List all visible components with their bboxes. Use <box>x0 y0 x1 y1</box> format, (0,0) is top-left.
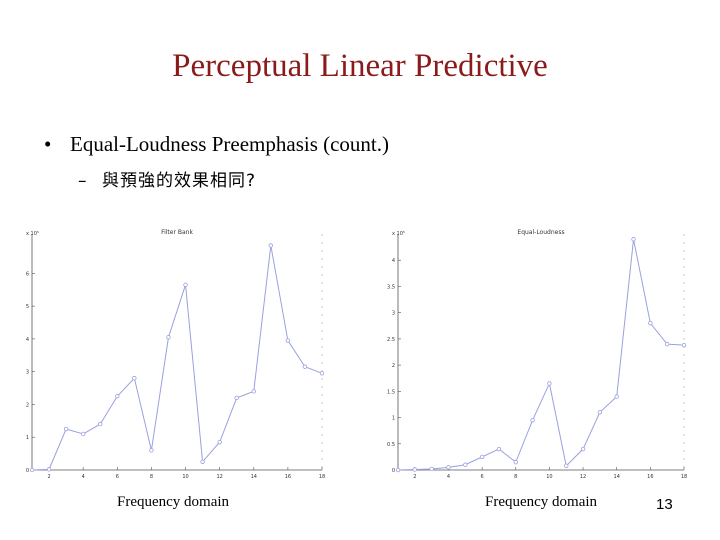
slide-title: Perceptual Linear Predictive <box>172 48 548 84</box>
chart-title: Equal-Loudness <box>517 229 564 236</box>
data-point <box>302 364 308 369</box>
data-point <box>412 467 418 472</box>
x-tick-label: 10 <box>182 474 188 480</box>
data-point <box>63 426 69 432</box>
bullet-text: Equal-Loudness Preemphasis (count.) <box>70 132 390 156</box>
y-tick-label: 1 <box>392 416 395 422</box>
series-line <box>31 245 323 471</box>
data-point <box>29 467 35 473</box>
data-point <box>429 466 434 472</box>
data-point <box>513 459 518 465</box>
sub-bullet-marker: – <box>78 171 88 191</box>
data-point <box>98 421 103 427</box>
data-point <box>631 237 636 242</box>
data-point <box>496 446 502 452</box>
data-point <box>597 410 603 415</box>
data-point <box>564 463 569 469</box>
data-point <box>132 376 137 381</box>
data-point <box>681 342 687 348</box>
data-point <box>547 381 552 386</box>
data-point <box>446 465 451 470</box>
data-point <box>234 395 239 401</box>
data-point <box>268 243 274 248</box>
y-tick-label: 0.5 <box>387 442 395 448</box>
y-tick-label: 5 <box>26 304 29 310</box>
chart-title: Filter Bank <box>161 229 193 236</box>
data-point <box>46 467 52 472</box>
data-point <box>614 394 619 399</box>
data-point <box>115 394 120 399</box>
x-tick-label: 12 <box>580 474 586 480</box>
y-multiplier-label: x 10⁵ <box>392 231 405 237</box>
x-tick-label: 14 <box>614 474 620 480</box>
data-point <box>463 462 468 467</box>
data-point <box>648 320 653 326</box>
x-axis-caption-left: Frequency domain <box>117 494 230 510</box>
x-tick-label: 8 <box>150 474 153 480</box>
sub-bullet-item: – 與預強的效果相同? <box>78 166 256 191</box>
x-tick-label: 16 <box>647 474 653 480</box>
y-tick-label: 6 <box>26 271 29 277</box>
y-tick-label: 0 <box>26 468 29 474</box>
x-tick-label: 6 <box>116 474 119 480</box>
equal-loudness-chart: Equal-Loudness x 10⁵ 0 0.5 1 1.5 2 2.5 3 3.5 4 2 4 6 8… <box>387 229 687 480</box>
data-point <box>664 341 670 347</box>
y-tick-label: 1 <box>26 435 29 441</box>
data-point <box>149 448 154 453</box>
bullet-item: • Equal-Loudness Preemphasis (count.) <box>44 132 389 157</box>
y-multiplier-label: x 10⁵ <box>26 231 39 237</box>
data-point <box>251 389 256 394</box>
x-axis-caption-right: Frequency domain <box>485 494 598 510</box>
x-tick-label: 4 <box>447 474 450 480</box>
x-tick-label: 2 <box>47 474 50 480</box>
x-tick-label: 18 <box>319 474 325 480</box>
y-tick-label: 2 <box>26 402 29 408</box>
data-point <box>530 417 535 423</box>
y-tick-label: 2 <box>392 363 395 369</box>
series-line <box>397 239 685 471</box>
data-point <box>200 459 205 465</box>
x-tick-label: 4 <box>82 474 85 480</box>
page-number: 13 <box>656 496 673 513</box>
y-tick-label: 0 <box>392 468 395 474</box>
x-tick-label: 12 <box>216 474 222 480</box>
y-tick-label: 3 <box>392 311 395 317</box>
data-point <box>285 338 291 343</box>
data-point <box>217 439 222 445</box>
y-tick-label: 4 <box>392 258 395 264</box>
y-tick-label: 2.5 <box>387 337 395 343</box>
x-tick-label: 6 <box>481 474 484 480</box>
data-point <box>166 335 171 340</box>
x-tick-label: 14 <box>251 474 257 480</box>
x-tick-label: 2 <box>413 474 416 480</box>
y-tick-label: 1.5 <box>387 389 395 395</box>
data-point <box>183 282 188 288</box>
y-tick-label: 3.5 <box>387 284 395 290</box>
sub-bullet-text: 與預強的效果相同? <box>102 171 257 191</box>
x-tick-label: 10 <box>546 474 552 480</box>
bullet-marker: • <box>44 132 52 156</box>
y-tick-label: 3 <box>26 370 29 376</box>
data-point <box>479 454 485 460</box>
data-point <box>580 446 586 452</box>
data-point <box>80 431 86 437</box>
x-tick-label: 8 <box>514 474 517 480</box>
data-point <box>395 467 401 473</box>
y-tick-label: 4 <box>26 337 29 343</box>
data-point <box>319 371 325 376</box>
x-tick-label: 18 <box>681 474 687 480</box>
x-tick-label: 16 <box>285 474 291 480</box>
